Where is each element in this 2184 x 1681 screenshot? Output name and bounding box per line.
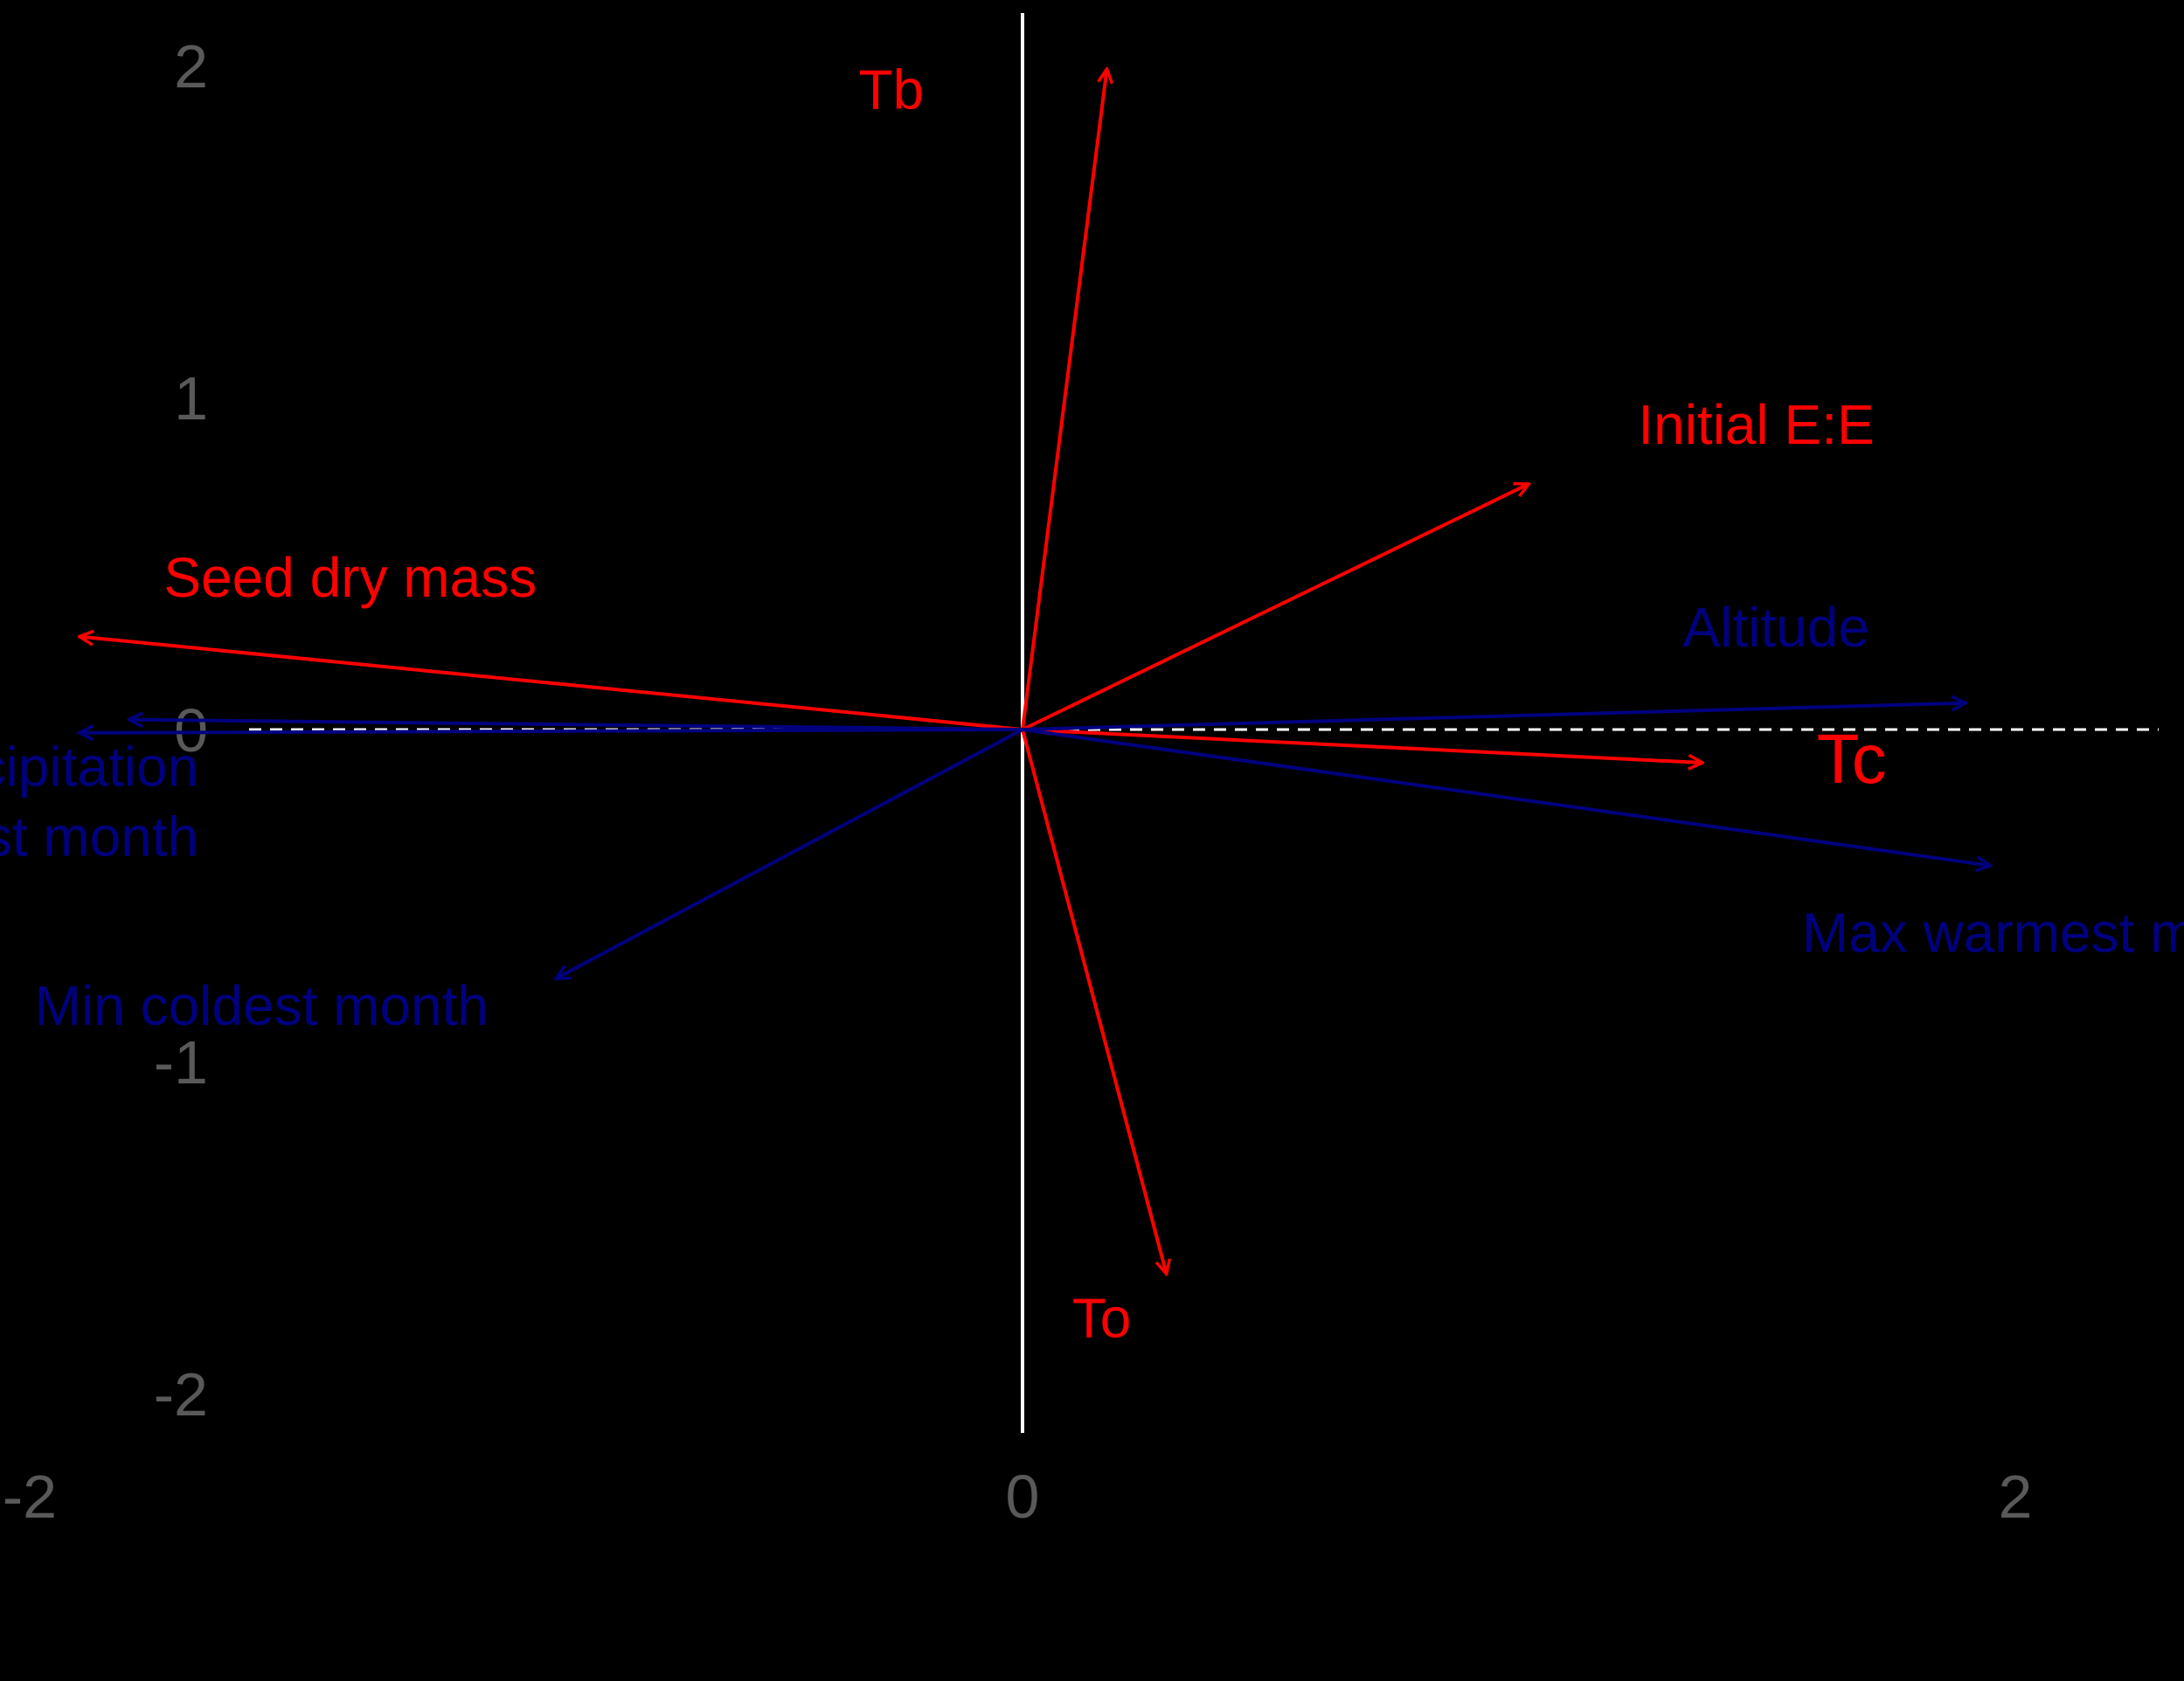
tick-labels: -2024210-1-2 [3,32,2033,1531]
label-altitude: Altitude [1682,596,1869,659]
label-initial-e-e: Initial E:E [1638,393,1874,456]
y-tick-label: -2 [154,1360,208,1429]
y-tick-label: 1 [174,364,208,432]
y-tick-label: 2 [174,32,208,100]
vectors [80,69,1991,1274]
label-seed-dry-mass: Seed dry mass [163,546,537,609]
label-to: To [1072,1286,1132,1349]
vector-initial-e-e [1022,484,1529,731]
vector-tc [1022,728,1702,763]
vector-seed-dry-mass [80,637,1023,731]
vector-max-warmest-month [1022,728,1991,866]
vector-min-coldest-month [556,728,1023,979]
label-tb: Tb [859,58,925,121]
vector-altitude [1022,703,1966,731]
x-tick-label: 2 [1999,1463,2033,1531]
vector-precipitation-driest-month [80,730,1023,733]
label-tc: Tc [1817,720,1887,798]
label-driest-month: driest month [0,805,198,868]
x-tick-label: 0 [1006,1463,1040,1531]
vector-tb [1021,69,1107,730]
label-min-coldest-month: Min coldest month [35,974,489,1037]
y-tick-label: 0 [174,696,208,764]
y-tick-label: -1 [154,1028,208,1096]
vector-latitude [129,720,1023,731]
label-precipitation: Precipitation [0,736,198,799]
label-max-warmest-month: Max warmest month [1802,902,2184,965]
x-tick-label: -2 [3,1463,57,1531]
vector-to [1021,729,1167,1274]
